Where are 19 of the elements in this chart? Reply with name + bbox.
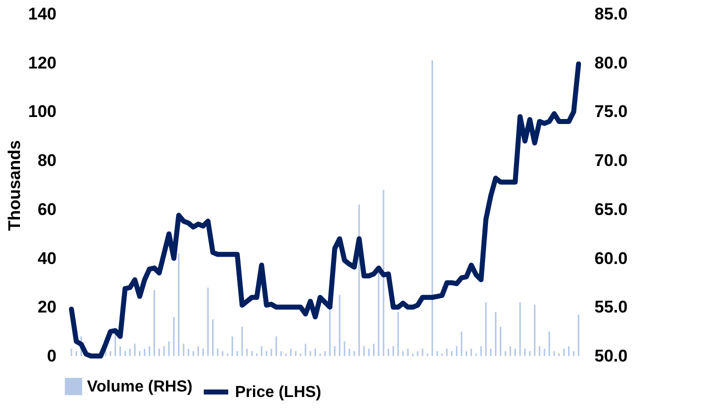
y-tick-label: 0	[47, 346, 56, 366]
y2-tick-label: 80.0	[594, 53, 628, 72]
y-axis-title: Thousands	[5, 140, 24, 231]
y2-tick-label: 65.0	[594, 200, 628, 219]
legend-label: Price (LHS)	[235, 384, 322, 401]
y2-tick-label: 75.0	[594, 102, 628, 122]
legend-label: Volume (RHS)	[87, 378, 192, 396]
y-tick-label: 140	[28, 4, 56, 24]
y-tick-label: 100	[28, 102, 56, 122]
y2-tick-label: 50.0	[594, 346, 628, 366]
y-tick-label: 20	[38, 298, 56, 317]
y2-tick-label: 55.0	[594, 298, 628, 317]
y2-tick-label: 60.0	[594, 248, 628, 268]
y-tick-label: 80	[38, 151, 56, 170]
y-tick-label: 40	[38, 248, 56, 268]
y2-tick-label: 85.0	[594, 4, 628, 24]
y-tick-label: 60	[38, 200, 56, 219]
y2-tick-label: 70.0	[594, 151, 628, 170]
y-tick-label: 120	[28, 53, 56, 72]
